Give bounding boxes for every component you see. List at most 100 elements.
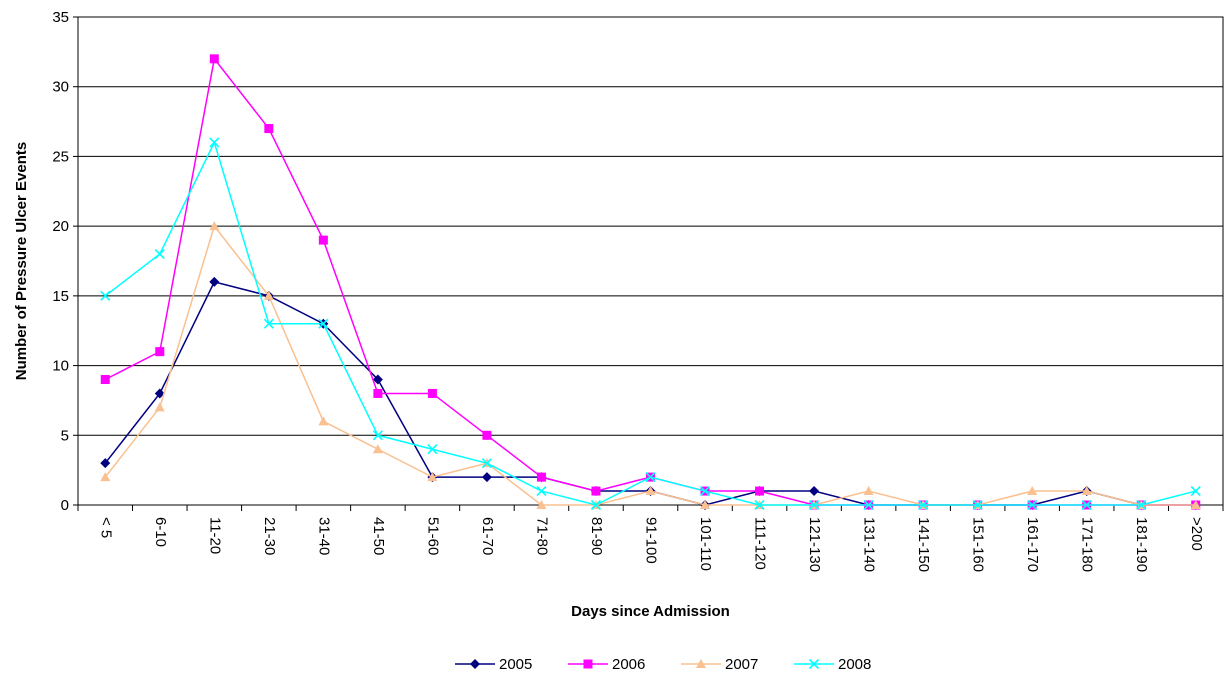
data-point-2007: [645, 486, 656, 496]
series-2006: [100, 54, 1201, 510]
data-point-2006: [100, 375, 110, 385]
x-tick-label: 51-60: [424, 517, 441, 555]
data-point-2006: [264, 124, 274, 134]
data-point-2008: [645, 472, 656, 483]
y-tick-label: 15: [52, 288, 69, 305]
legend-item-2006: 2006: [568, 656, 645, 673]
y-tick-label: 35: [52, 9, 69, 26]
y-tick-label: 30: [52, 79, 69, 96]
legend-marker: [696, 659, 706, 668]
data-point-2007: [1027, 486, 1038, 496]
data-point-2006: [155, 347, 165, 357]
data-point-2008: [481, 458, 492, 469]
data-point-2008: [754, 499, 765, 511]
data-point-2007: [1081, 486, 1092, 496]
series: [100, 54, 1201, 511]
x-axis-title: Days since Admission: [571, 603, 730, 620]
data-point-2007: [372, 444, 383, 454]
x-tick-label: 91-100: [643, 517, 660, 564]
series-line-2005: [104, 281, 1196, 506]
data-point-2008: [536, 485, 547, 497]
data-point-2008: [1027, 499, 1038, 511]
data-point-2008: [918, 499, 929, 511]
data-point-2008: [699, 485, 711, 497]
data-point-2006: [755, 486, 765, 496]
legend-item-2005: 2005: [455, 656, 532, 673]
x-tick-label: 6-10: [152, 517, 169, 547]
data-point-2005: [481, 472, 492, 483]
data-point-2007: [536, 500, 547, 509]
data-point-2006: [427, 388, 437, 398]
y-axis: 0 5 10 15 20 25 30 35: [52, 9, 78, 514]
y-axis-title: Number of Pressure Ulcer Events: [13, 142, 30, 380]
x-tick-label: 81-90: [588, 517, 605, 555]
data-point-2008: [1190, 485, 1201, 497]
x-tick-label: 31-40: [315, 517, 332, 555]
data-point-2008: [372, 430, 383, 441]
x-tick-label: 161-170: [1024, 517, 1041, 572]
x-tick-label: 171-180: [1079, 517, 1096, 572]
legend: 2005 2006 2007 2008: [455, 656, 871, 673]
x-tick-label: < 5: [97, 517, 114, 538]
legend-item-2007: 2007: [681, 656, 758, 673]
data-point-2008: [263, 318, 274, 329]
legend-label: 2006: [612, 656, 645, 673]
data-point-2007: [318, 416, 329, 426]
y-tick-label: 10: [52, 358, 69, 375]
x-axis: < 5 6-10 11-20 21-30 31-40 41-50 51-60 61-70 71-…: [77, 505, 1224, 572]
x-tick-label: 21-30: [261, 517, 278, 555]
data-point-2006: [318, 235, 328, 245]
plot-area: [77, 16, 1224, 506]
x-tick-label: 121-130: [806, 517, 823, 572]
data-point-2008: [154, 248, 165, 260]
legend-marker: [583, 659, 593, 669]
data-point-2007: [154, 402, 165, 412]
data-point-2005: [809, 486, 820, 497]
x-tick-label: 11-20: [206, 517, 223, 554]
y-tick-label: 5: [61, 427, 69, 444]
x-tick-label: 181-190: [1133, 517, 1150, 572]
legend-marker: [808, 658, 820, 670]
series-2008: [100, 137, 1201, 511]
data-point-2008: [863, 499, 874, 511]
data-point-2008: [100, 290, 111, 301]
data-point-2008: [1081, 499, 1092, 511]
x-tick-label: 131-140: [861, 517, 878, 572]
legend-label: 2005: [499, 656, 532, 673]
data-point-2007: [700, 500, 711, 509]
x-tick-label: >200: [1188, 517, 1205, 551]
data-point-2008: [809, 499, 820, 511]
data-point-2008: [318, 318, 329, 329]
legend-marker: [470, 659, 480, 669]
data-point-2008: [590, 499, 602, 511]
data-point-2006: [209, 54, 219, 64]
legend-label: 2007: [725, 656, 758, 673]
data-point-2005: [100, 458, 111, 469]
y-tick-label: 25: [52, 148, 69, 165]
data-point-2005: [154, 388, 165, 399]
x-tick-label: 71-80: [533, 517, 550, 555]
data-point-2007: [863, 486, 874, 496]
x-tick-label: 41-50: [370, 517, 387, 555]
data-point-2006: [482, 430, 492, 440]
y-tick-label: 20: [52, 218, 69, 235]
data-point-2007: [209, 221, 220, 231]
data-point-2006: [536, 472, 546, 482]
series-2007: [100, 221, 1201, 509]
data-point-2008: [1136, 499, 1147, 511]
data-point-2006: [591, 486, 601, 496]
data-point-2008: [972, 499, 983, 511]
x-tick-label: 101-110: [697, 517, 714, 571]
data-point-2007: [427, 472, 438, 482]
legend-label: 2008: [838, 656, 871, 673]
data-point-2008: [209, 137, 220, 148]
x-tick-label: 111-120: [752, 517, 769, 570]
data-point-2006: [373, 388, 383, 398]
data-point-2007: [263, 290, 274, 300]
data-point-2007: [100, 472, 111, 482]
y-tick-label: 0: [61, 497, 69, 514]
data-point-2005: [372, 374, 383, 385]
legend-item-2008: 2008: [794, 656, 871, 673]
x-tick-label: 151-160: [970, 517, 987, 572]
